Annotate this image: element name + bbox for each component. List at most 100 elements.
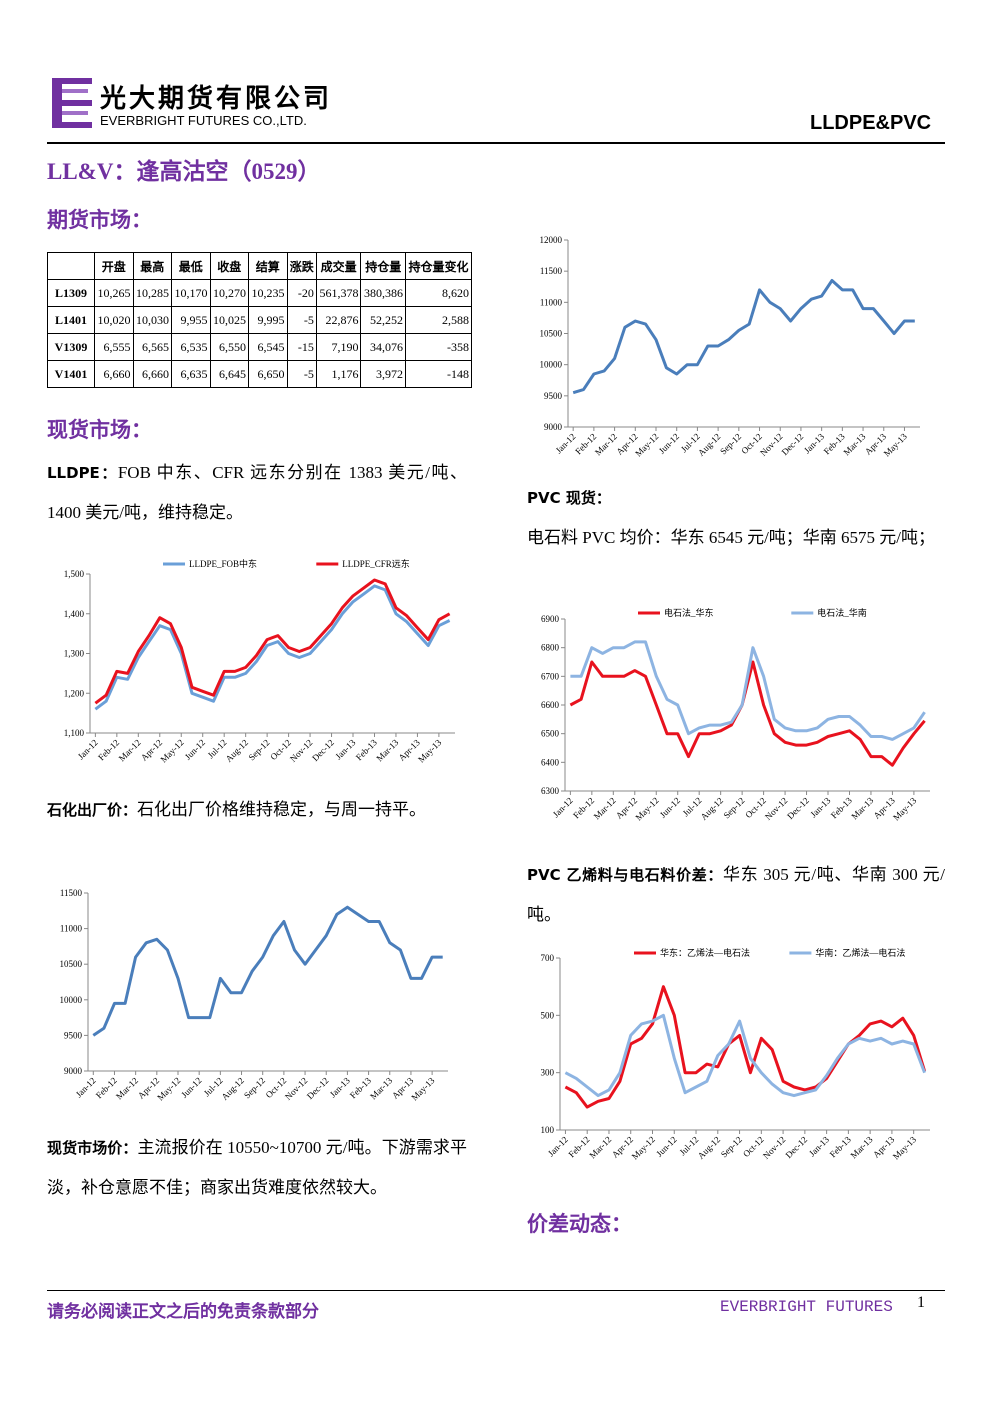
y-tick-label: 9500 [544,391,563,401]
x-tick-label: Aug-12 [699,795,726,822]
x-tick-label: Mar-13 [374,737,400,763]
series-line [564,985,927,1109]
chart: 900095001000010500110001150012000Jan-12F… [540,235,920,459]
x-tick-label: Mar-12 [593,431,619,457]
cell: 1,176 [315,360,362,388]
header-cell: 开盘 [94,252,134,280]
x-tick-label: Aug-12 [696,431,723,458]
cell: 380,386 [360,279,407,307]
header-cell: 持仓量 [360,252,407,280]
x-tick-label: May-12 [633,431,660,458]
header-cell: 成交量 [315,252,362,280]
x-tick-label: Jun-12 [657,431,681,455]
series-line [92,905,443,1037]
company-en: EVERBRIGHT FUTURES CO.,LTD. [100,113,307,128]
x-tick-label: May-12 [633,795,660,822]
para-text: 电石料 PVC 均价：华东 6545 元/吨；华南 6575 元/吨； [527,528,936,547]
header-cell: 涨跌 [286,252,317,280]
cell: 6,650 [248,360,288,388]
legend-label: 华东：乙烯法—电石法 [660,947,750,958]
y-tick-label: 100 [541,1125,555,1135]
legend-label: 华南：乙烯法—电石法 [815,947,905,958]
y-tick-label: 11500 [60,888,83,898]
cell: 10,020 [94,306,134,334]
cell: 2,588 [405,306,472,334]
report-title: LL&V：逢高沽空（0529） [47,159,321,184]
x-tick-label: Sep-12 [718,431,743,456]
cell: 6,545 [248,333,288,361]
x-tick-label: Aug-12 [224,737,251,764]
x-tick-label: Jan-13 [807,1134,831,1158]
cell: 10,170 [171,279,211,307]
cell: 10,030 [132,306,172,334]
x-tick-label: Aug-12 [696,1134,723,1161]
product: LLDPE&PVC [810,112,932,134]
cell: -15 [286,333,317,361]
y-tick-label: 6600 [541,700,560,710]
y-tick-label: 11000 [60,924,83,934]
x-tick-label: Nov-12 [288,737,315,764]
y-tick-label: 500 [541,1010,555,1020]
paragraph: 现货市场价：主流报价在 10550~10700 元/吨。下游需求平淡，补仓意愿不… [47,1128,467,1207]
paragraph: 石化出厂价：石化出厂价格维持稳定，与周一持平。 [47,790,467,830]
x-tick-label: Feb-12 [567,1134,592,1159]
legend-label: 电石法_华南 [817,607,867,618]
chart: 6300 6400 6500 6600 6700 6800 6900 Jan-12Feb-12… [541,607,930,823]
cell: -148 [405,360,472,388]
x-tick-label: Jan-12 [74,1075,98,1099]
cell: 7,190 [315,333,362,361]
section-heading: 价差动态： [527,1212,632,1236]
x-tick-label: Mar-12 [592,795,618,821]
header-cell: 持仓量变化 [405,252,472,280]
y-tick-label: 9000 [64,1066,83,1076]
brand: EVERBRIGHT FUTURES [720,1298,893,1316]
x-tick-label: May-13 [891,795,919,823]
para-label: 石化出厂价： [47,801,138,819]
cell: 6,645 [209,360,249,388]
x-tick-label: Dec-12 [783,1134,809,1160]
cell: 10,235 [248,279,288,307]
y-tick-label: 700 [541,953,555,963]
cell: 8,620 [405,279,472,307]
x-tick-label: Mar-12 [114,1075,140,1101]
table-row: V1401 6,660 6,660 6,635 6,645 6,650 -5 1,176 3,9… [47,360,472,388]
header-cell: 最低 [171,252,211,280]
cell: 10,285 [132,279,172,307]
y-tick-label: 12000 [540,235,563,245]
cell: 6,565 [132,333,172,361]
para-text: 华东 305 元/吨、华南 300 元/吨。 [527,865,945,924]
x-tick-label: Dec-12 [310,737,336,763]
company-cn: 光大期货有限公司 [100,84,333,113]
x-tick-label: Nov-12 [761,1134,788,1161]
x-tick-label: Jun-12 [658,795,682,819]
y-tick-label: 1,100 [64,728,85,738]
y-tick-label: 6400 [541,757,560,767]
x-tick-label: Mar-13 [849,1134,875,1160]
cell: 6,660 [94,360,134,388]
cell: 34,076 [360,333,407,361]
header-cell: 收盘 [209,252,249,280]
x-tick-label: May-12 [155,1075,182,1102]
x-tick-label: Aug-12 [219,1075,246,1102]
header-cell: 结算 [248,252,288,280]
para-text: 主流报价在 10550~10700 元/吨。下游需求平淡，补仓意愿不佳；商家出货… [47,1138,467,1197]
x-tick-label: Jan-13 [328,1075,352,1099]
y-tick-label: 1,200 [64,688,85,698]
x-tick-label: Jun-12 [179,1075,203,1099]
y-tick-label: 10000 [60,995,83,1005]
y-tick-label: 10500 [540,329,563,339]
chart: 9000950010000105001100011500Jan-12Feb-12… [60,888,448,1103]
x-tick-label: Jan-12 [76,737,100,761]
y-tick-label: 1,400 [64,609,85,619]
para-label: 现货市场价： [47,1139,138,1157]
cell: 6,635 [171,360,211,388]
section-heading: 现货市场： [47,418,152,442]
series-line [570,640,926,741]
corner-cell [47,252,95,280]
y-tick-label: 6300 [541,786,560,796]
x-tick-label: Mar-12 [117,737,143,763]
y-tick-label: 9500 [64,1030,83,1040]
x-tick-label: May-13 [416,737,444,765]
x-tick-label: Dec-12 [780,431,806,457]
y-tick-label: 300 [541,1068,555,1078]
